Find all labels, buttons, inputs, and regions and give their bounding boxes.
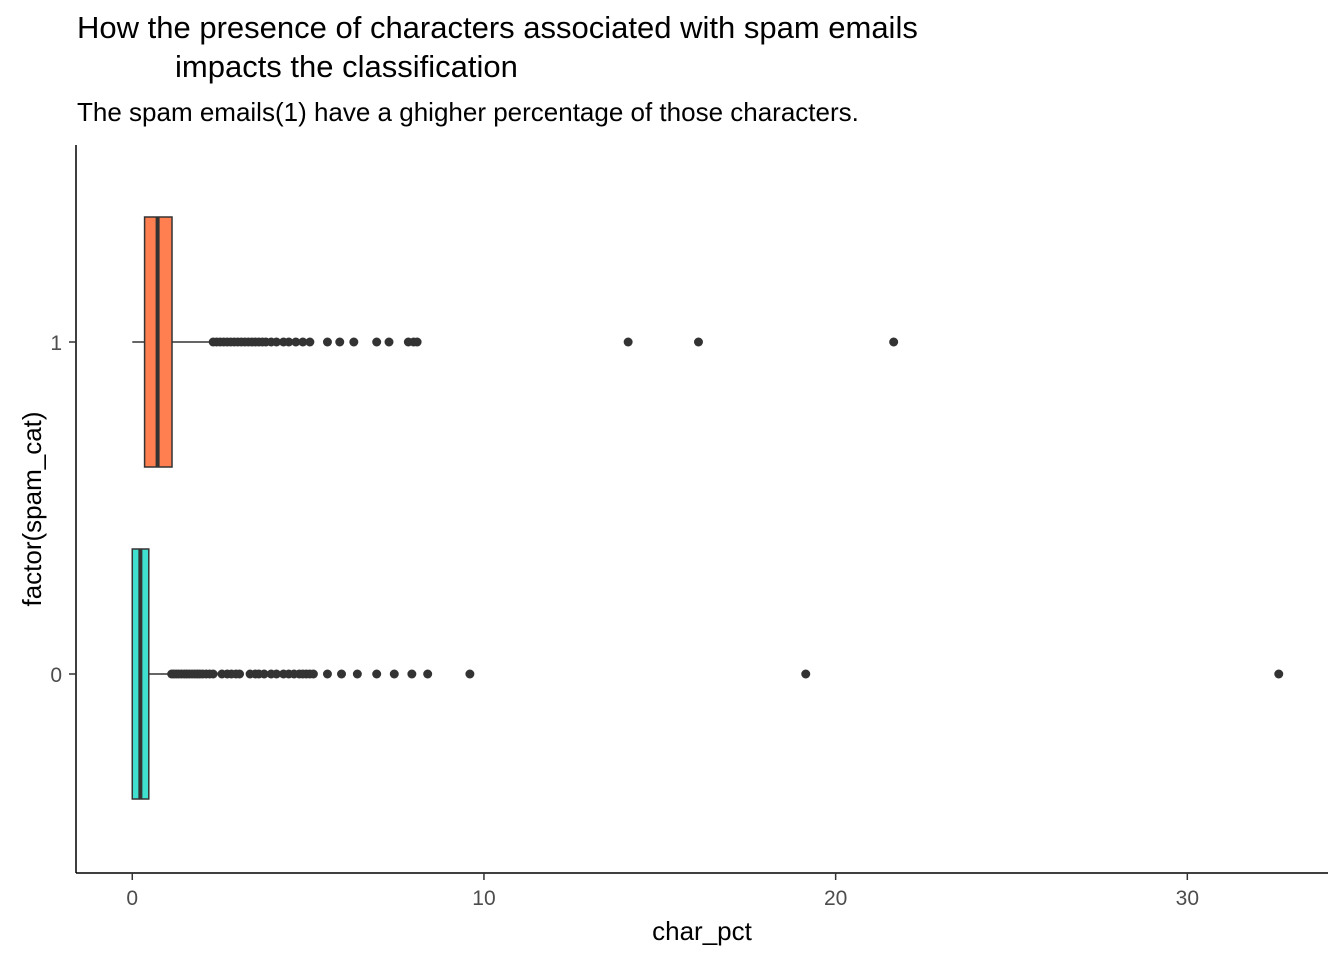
outlier-point-1	[291, 337, 301, 347]
outlier-point-0	[1274, 669, 1284, 679]
outlier-point-0	[352, 669, 362, 679]
y-axis-title: factor(spam_cat)	[17, 411, 47, 606]
outlier-point-0	[308, 669, 318, 679]
outlier-point-1	[623, 337, 633, 347]
outlier-point-1	[335, 337, 345, 347]
outlier-point-1	[322, 337, 332, 347]
x-tick-label: 0	[126, 887, 138, 910]
outlier-point-0	[372, 669, 382, 679]
outlier-point-1	[284, 337, 294, 347]
outlier-point-1	[271, 337, 281, 347]
outlier-point-1	[305, 337, 315, 347]
outlier-point-1	[349, 337, 359, 347]
outlier-point-0	[337, 669, 347, 679]
outlier-point-0	[259, 669, 269, 679]
x-tick-label: 10	[472, 887, 495, 910]
boxplot-group-1	[132, 216, 899, 468]
plot-marks	[131, 216, 1284, 800]
outlier-point-0	[322, 669, 332, 679]
outlier-point-1	[693, 337, 703, 347]
y-tick-label: 1	[50, 332, 62, 355]
boxplot-group-0	[131, 548, 1284, 800]
outlier-point-0	[407, 669, 417, 679]
chart-title-line-2: impacts the classification	[175, 49, 518, 84]
x-axis-title: char_pct	[652, 916, 752, 946]
outlier-point-0	[208, 669, 218, 679]
outlier-point-0	[271, 669, 281, 679]
chart-title-line-1: How the presence of characters associate…	[77, 10, 918, 45]
outlier-point-0	[235, 669, 245, 679]
outlier-point-0	[389, 669, 399, 679]
outlier-point-1	[384, 337, 394, 347]
outlier-point-0	[423, 669, 433, 679]
y-tick-label: 0	[50, 664, 62, 687]
x-tick-label: 20	[824, 887, 847, 910]
x-tick-label: 30	[1176, 887, 1199, 910]
outlier-point-0	[801, 669, 811, 679]
outlier-point-0	[465, 669, 475, 679]
axis-ticks: 0 10 20 30 0 1	[50, 332, 1199, 910]
outlier-point-1	[372, 337, 382, 347]
outlier-point-1	[412, 337, 422, 347]
outlier-point-1	[889, 337, 899, 347]
outlier-point-1	[298, 337, 308, 347]
chart-subtitle: The spam emails(1) have a ghigher percen…	[77, 97, 859, 127]
